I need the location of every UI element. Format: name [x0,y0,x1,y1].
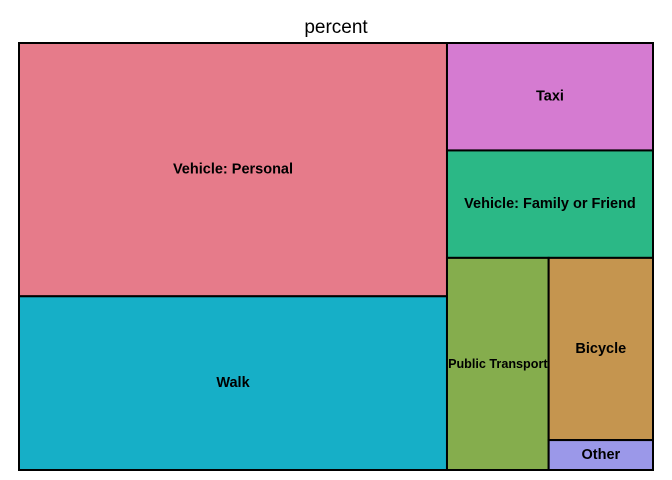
tile-vehicle-family-or-friend [445,149,654,259]
tile-label-vehicle-family-or-friend: Vehicle: Family or Friend [464,196,636,212]
treemap-tiles: Vehicle: Personal Walk Taxi Vehicle: Family… [18,42,655,472]
tile-label-bicycle: Bicycle [575,341,626,357]
tile-bicycle [547,256,655,442]
tile-label-public-transport: Public Transport [448,357,548,371]
chart-title: percent [304,17,368,38]
tile-label-other: Other [581,447,620,463]
tile-other [547,439,655,471]
tile-label-vehicle-personal: Vehicle: Personal [173,162,293,178]
tile-label-walk: Walk [216,375,250,391]
tile-walk [18,295,448,472]
tile-public-transport [445,256,550,471]
tile-vehicle-personal [18,42,448,298]
tile-taxi [445,42,654,152]
tile-label-taxi: Taxi [536,89,564,105]
